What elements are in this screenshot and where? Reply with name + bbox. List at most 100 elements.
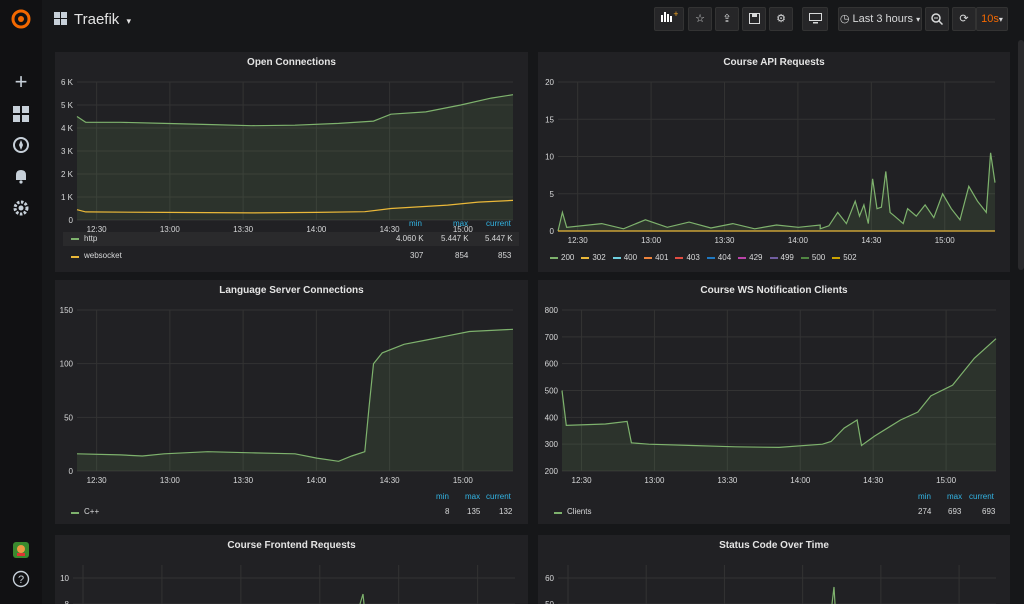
legend-header-min[interactable]: min [409, 219, 422, 228]
svg-text:?: ? [18, 574, 24, 586]
dashboards-icon[interactable] [11, 106, 31, 126]
x-tick-label: 12:30 [87, 476, 108, 485]
panel-title[interactable]: Course WS Notification Clients [700, 285, 848, 296]
panel-title[interactable]: Status Code Over Time [719, 540, 829, 551]
series-line-C++ [76, 328, 514, 462]
legend-name[interactable]: C++ [84, 507, 100, 516]
add-panel-button[interactable]: + [654, 7, 684, 31]
legend-item-401[interactable]: 401 [644, 253, 668, 262]
cycle-view-mode-button[interactable] [802, 7, 828, 31]
legend-header-min[interactable]: min [436, 492, 449, 501]
y-tick-label: 3 K [61, 147, 74, 156]
legend-item-403[interactable]: 403 [675, 253, 700, 262]
x-tick-label: 15:00 [453, 476, 474, 485]
panel-title[interactable]: Open Connections [247, 57, 336, 68]
legend-header-min[interactable]: min [918, 492, 931, 501]
y-tick-label: 50 [64, 413, 73, 422]
legend-header-current[interactable]: current [969, 492, 994, 501]
user-avatar[interactable] [11, 540, 31, 560]
status-code-chart[interactable]: 50 60 [538, 557, 1010, 604]
legend-name[interactable]: Clients [567, 507, 592, 516]
y-tick-label: 0 [550, 227, 555, 236]
y-tick-label: 400 [545, 413, 559, 422]
legend-swatch [71, 256, 79, 258]
legend-label: 403 [686, 253, 700, 262]
legend-name[interactable]: websocket [84, 251, 122, 260]
sidebar: + ? [0, 0, 42, 604]
series-line-status [831, 586, 836, 604]
course-ws-chart[interactable]: 200 300 400 500 600 700 800 12:30 13:00 13:30 14:0… [538, 302, 1010, 492]
legend-label: 404 [717, 253, 732, 262]
star-icon: ☆ [695, 13, 705, 25]
legend-header-max[interactable]: max [465, 492, 481, 501]
legend-swatch [71, 238, 79, 240]
legend-item-429[interactable]: 429 [738, 253, 763, 262]
time-range-picker[interactable]: ◷ Last 3 hours ▾ [838, 7, 922, 31]
star-dashboard-button[interactable]: ☆ [688, 7, 712, 31]
legend-header-current[interactable]: current [486, 219, 511, 228]
refresh-button[interactable]: ⟳ [952, 7, 976, 31]
legend-row[interactable] [63, 232, 519, 246]
dashboard-title-picker[interactable]: Traefik ▾ [74, 11, 131, 28]
scrollbar[interactable] [1018, 40, 1024, 270]
y-tick-label: 150 [60, 306, 74, 315]
gear-icon: ⚙ [776, 13, 786, 25]
legend-name[interactable]: http [84, 234, 98, 243]
series-line-200 [557, 152, 996, 232]
legend-item-200[interactable]: 200 [550, 253, 574, 262]
x-tick-label: 13:00 [160, 225, 181, 234]
legend-swatch [832, 256, 841, 259]
refresh-interval-picker[interactable]: 10s▾ [976, 7, 1008, 31]
legend-item-302[interactable]: 302 [581, 253, 606, 262]
legend-item-404[interactable]: 404 [706, 253, 732, 262]
course-api-chart[interactable]: 0 5 10 15 20 12:30 13:00 13:30 14:00 14:30 15:00 [538, 74, 1010, 249]
y-tick-label: 20 [545, 78, 554, 87]
explore-compass-icon[interactable] [11, 137, 31, 157]
legend-header-max[interactable]: max [453, 219, 469, 228]
course-frontend-chart[interactable]: 8 10 [55, 557, 528, 604]
clock-icon: ◷ [839, 13, 850, 25]
legend-swatch [644, 256, 653, 259]
language-server-chart[interactable]: 0 50 100 150 12:30 13:00 13:30 14:00 14:30 15:00 [55, 302, 528, 492]
legend-header-max[interactable]: max [947, 492, 963, 501]
open-connections-chart[interactable]: 0 1 K 2 K 3 K 4 K 5 K 6 K 12:30 13:00 13:30 14:00 1… [55, 74, 528, 239]
legend-item-500[interactable]: 500 [800, 253, 825, 262]
y-tick-label: 700 [545, 333, 559, 342]
series-line-Clients [561, 338, 997, 449]
share-dashboard-button[interactable]: ⇪ [715, 7, 739, 31]
legend-header-current[interactable]: current [486, 492, 511, 501]
legend-swatch [612, 256, 621, 259]
legend-min: 307 [410, 251, 424, 260]
legend-current: 5.447 K [485, 234, 513, 243]
legend-item-502[interactable]: 502 [832, 253, 857, 262]
y-tick-label: 5 K [61, 101, 74, 110]
panel-title[interactable]: Course API Requests [723, 57, 825, 68]
time-range-label: Last 3 hours [852, 13, 914, 25]
monitor-icon [808, 13, 822, 24]
legend-label: 302 [592, 253, 606, 262]
alerting-bell-icon[interactable] [11, 168, 31, 188]
y-tick-label: 60 [545, 574, 554, 583]
dashboard-settings-button[interactable]: ⚙ [769, 7, 793, 31]
zoom-out-button[interactable] [925, 7, 949, 31]
legend-label: 502 [843, 253, 857, 262]
help-icon[interactable]: ? [11, 570, 31, 590]
legend-max: 854 [455, 251, 469, 260]
plus-icon[interactable]: + [14, 69, 28, 94]
legend-item-400[interactable]: 400 [612, 253, 637, 262]
y-tick-label: 1 K [61, 193, 74, 202]
y-tick-label: 0 [69, 216, 74, 225]
panel-title[interactable]: Language Server Connections [219, 285, 364, 296]
x-tick-label: 13:30 [717, 476, 738, 485]
grafana-logo-icon[interactable] [10, 8, 32, 30]
panel-title[interactable]: Course Frontend Requests [227, 540, 356, 551]
x-tick-label: 14:30 [380, 225, 401, 234]
y-tick-label: 6 K [61, 78, 74, 87]
save-dashboard-button[interactable] [742, 7, 766, 31]
x-tick-label: 12:30 [568, 236, 589, 245]
x-tick-label: 14:00 [306, 476, 327, 485]
legend: 200 302 400 401 403 404 429 499 500 502 [550, 253, 864, 262]
legend-item-499[interactable]: 499 [769, 253, 794, 262]
caret-down-icon: ▾ [998, 15, 1003, 24]
settings-gear-icon[interactable] [11, 200, 31, 220]
